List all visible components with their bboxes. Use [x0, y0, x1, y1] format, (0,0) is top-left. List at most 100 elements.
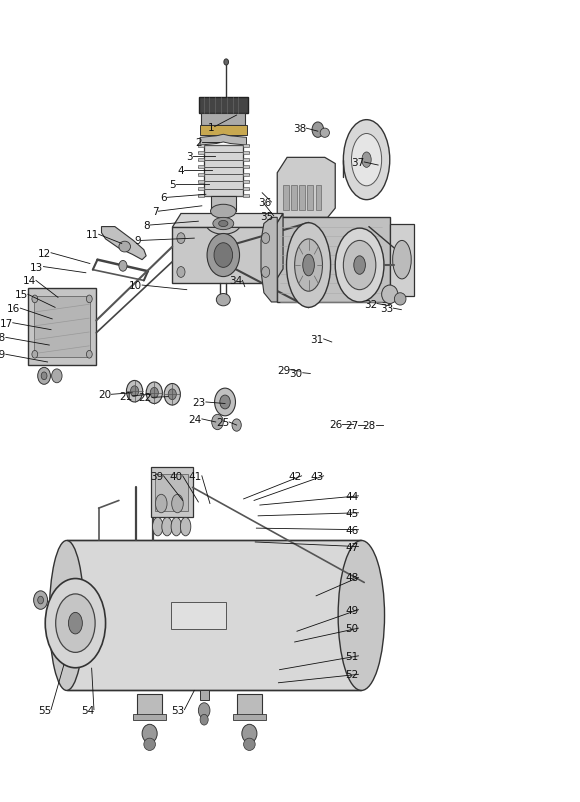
Bar — [137, 694, 162, 717]
Ellipse shape — [354, 257, 365, 275]
Text: 15: 15 — [14, 290, 28, 300]
Ellipse shape — [155, 495, 167, 513]
Ellipse shape — [212, 415, 223, 430]
Ellipse shape — [126, 381, 143, 403]
Ellipse shape — [180, 518, 191, 537]
Text: 18: 18 — [0, 333, 6, 343]
Ellipse shape — [362, 152, 371, 168]
Text: 29: 29 — [277, 365, 290, 375]
Ellipse shape — [38, 368, 50, 385]
Ellipse shape — [343, 241, 376, 290]
Ellipse shape — [224, 60, 229, 66]
Ellipse shape — [177, 267, 185, 278]
Bar — [133, 714, 166, 719]
Text: 20: 20 — [98, 390, 111, 399]
Ellipse shape — [232, 419, 241, 431]
Bar — [199, 98, 248, 115]
Text: 33: 33 — [380, 304, 393, 314]
Bar — [307, 186, 313, 210]
Text: 54: 54 — [81, 705, 94, 715]
Text: 49: 49 — [345, 605, 358, 615]
Ellipse shape — [393, 241, 411, 280]
Text: 3: 3 — [187, 152, 193, 162]
Ellipse shape — [312, 123, 324, 138]
Text: 43: 43 — [310, 472, 324, 481]
Text: 4: 4 — [178, 165, 184, 176]
Text: 11: 11 — [85, 230, 99, 240]
Ellipse shape — [262, 233, 270, 244]
Ellipse shape — [214, 244, 233, 268]
Text: 42: 42 — [288, 472, 302, 481]
Text: 44: 44 — [345, 491, 358, 501]
Bar — [198, 180, 204, 184]
Ellipse shape — [86, 351, 92, 358]
Ellipse shape — [206, 213, 241, 235]
Polygon shape — [277, 158, 335, 218]
Bar — [200, 126, 246, 136]
Ellipse shape — [338, 541, 385, 691]
Ellipse shape — [320, 129, 329, 138]
Text: 32: 32 — [364, 299, 377, 309]
Bar — [155, 474, 188, 512]
Text: 40: 40 — [169, 472, 183, 481]
Bar — [243, 166, 249, 169]
Text: 47: 47 — [345, 542, 358, 552]
Text: 14: 14 — [23, 276, 36, 286]
Bar — [211, 196, 236, 212]
Text: 2: 2 — [195, 138, 202, 148]
Bar — [283, 186, 289, 210]
Ellipse shape — [343, 120, 390, 200]
Bar — [243, 180, 249, 184]
Text: 13: 13 — [30, 262, 44, 272]
Polygon shape — [274, 214, 283, 283]
Text: PARTS DIAGRAM: PARTS DIAGRAM — [207, 8, 373, 26]
Ellipse shape — [198, 703, 210, 719]
Ellipse shape — [86, 296, 92, 303]
Ellipse shape — [287, 224, 331, 308]
Ellipse shape — [32, 296, 38, 303]
Bar — [243, 173, 249, 176]
Ellipse shape — [150, 388, 158, 399]
Text: 50: 50 — [345, 623, 358, 634]
Bar — [171, 602, 226, 630]
Text: 1: 1 — [208, 123, 215, 132]
Text: 21: 21 — [119, 391, 132, 401]
Ellipse shape — [144, 738, 155, 751]
Bar — [233, 714, 266, 719]
Bar — [172, 228, 274, 283]
Text: 31: 31 — [310, 334, 324, 345]
Text: 10: 10 — [129, 281, 142, 290]
Ellipse shape — [211, 205, 236, 219]
Ellipse shape — [146, 383, 162, 404]
Bar — [198, 159, 204, 162]
Text: 26: 26 — [329, 419, 342, 429]
Text: 37: 37 — [351, 158, 364, 168]
Text: 27: 27 — [345, 420, 358, 431]
Bar — [198, 188, 204, 191]
Text: 25: 25 — [216, 418, 229, 427]
Bar — [28, 289, 96, 366]
Text: 17: 17 — [0, 318, 13, 328]
Ellipse shape — [142, 724, 157, 743]
Ellipse shape — [351, 134, 382, 187]
Text: 51: 51 — [345, 651, 358, 661]
Ellipse shape — [130, 387, 139, 397]
Text: 9: 9 — [135, 236, 141, 246]
Ellipse shape — [335, 229, 384, 302]
Text: 28: 28 — [362, 420, 376, 431]
Text: 41: 41 — [188, 472, 202, 481]
Text: 5: 5 — [169, 180, 176, 189]
Bar — [201, 115, 245, 126]
Bar — [316, 186, 321, 210]
Ellipse shape — [38, 597, 44, 604]
Bar — [151, 468, 193, 518]
Text: 24: 24 — [188, 415, 202, 424]
Ellipse shape — [200, 715, 208, 725]
Ellipse shape — [119, 261, 127, 272]
Text: 36: 36 — [258, 198, 271, 208]
Ellipse shape — [215, 389, 235, 416]
Ellipse shape — [394, 294, 406, 306]
Ellipse shape — [164, 384, 180, 406]
Bar — [277, 218, 390, 302]
Ellipse shape — [119, 242, 130, 253]
